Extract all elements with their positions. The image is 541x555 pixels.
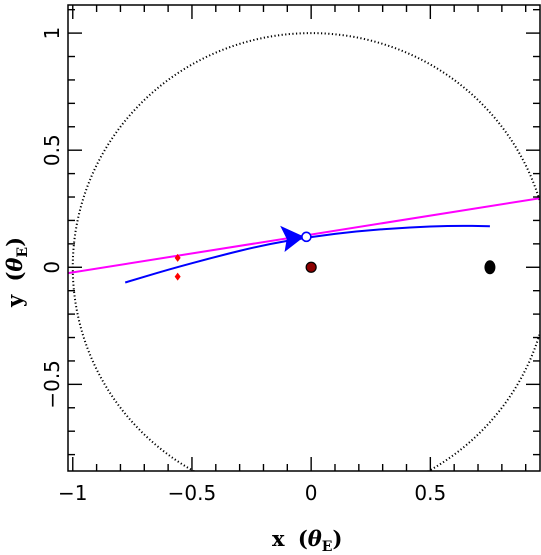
y-tick-label: 0 xyxy=(40,261,64,274)
x-tick-label: 0 xyxy=(305,481,318,505)
x-tick-label: −1 xyxy=(58,481,87,505)
plot-frame xyxy=(67,4,541,472)
source-position-marker xyxy=(301,231,312,243)
x-axis-title: x (θE) xyxy=(272,526,342,555)
y-tick-label: −0.5 xyxy=(40,360,64,409)
y-axis-title: y (θE) xyxy=(2,237,31,308)
tick-layer xyxy=(68,5,540,471)
y-tick-label: 1 xyxy=(40,27,64,40)
tick-label-layer: −1 −0.5 0 0.5 −0.5 0 0.5 1 xyxy=(40,27,446,505)
caustic-2 xyxy=(174,272,181,281)
lens-mass-2 xyxy=(484,260,496,275)
trajectory-direction-arrow xyxy=(280,225,305,253)
y-tick-label: 0.5 xyxy=(40,134,64,166)
marker-layer xyxy=(174,225,496,281)
x-tick-label: 0.5 xyxy=(414,481,446,505)
caustic-1 xyxy=(174,253,181,262)
lens-mass-1 xyxy=(305,261,317,273)
x-tick-label: −0.5 xyxy=(168,481,217,505)
